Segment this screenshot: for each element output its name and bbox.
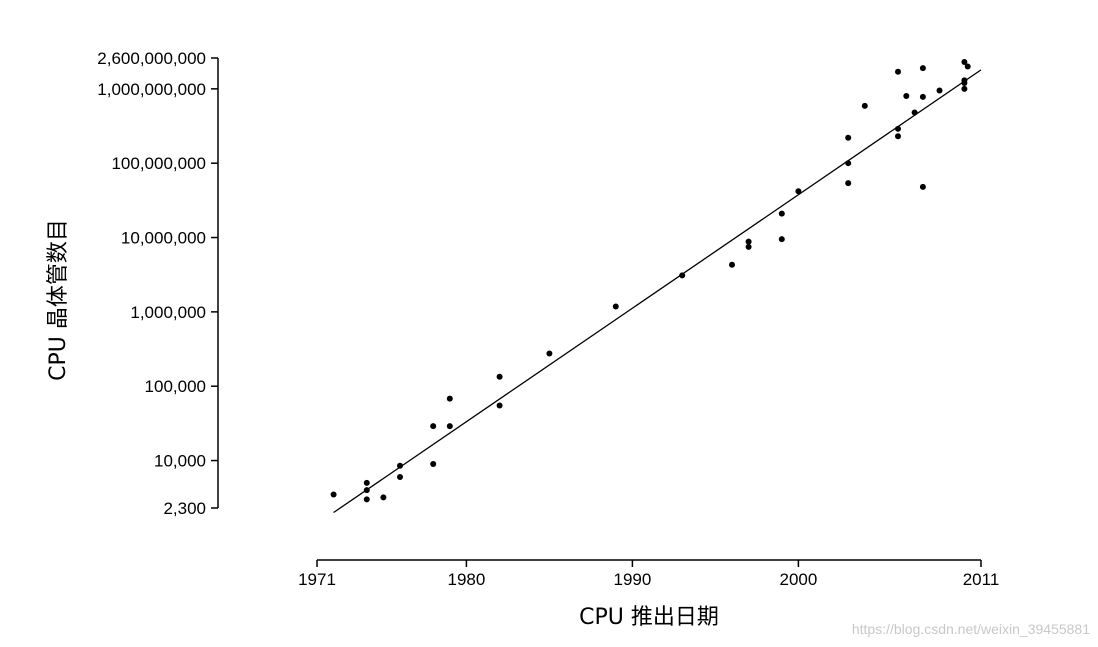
data-point xyxy=(397,462,403,469)
x-tick-label: 1971 xyxy=(298,570,336,589)
y-tick-label: 10,000,000 xyxy=(121,229,206,248)
data-point xyxy=(861,102,868,109)
data-point xyxy=(330,491,337,498)
data-point xyxy=(903,93,910,100)
data-point xyxy=(961,58,968,65)
data-point xyxy=(745,238,752,245)
data-point xyxy=(363,487,370,494)
data-point xyxy=(919,93,926,100)
y-tick-label: 1,000,000,000 xyxy=(97,80,206,99)
y-tick-label: 2,600,000,000 xyxy=(97,49,206,68)
data-point xyxy=(679,272,686,279)
data-point xyxy=(895,68,901,75)
data-point xyxy=(795,188,802,195)
y-axis-title: CPU 晶体管数目 xyxy=(46,219,71,381)
data-point xyxy=(496,402,503,409)
x-tick-label: 2011 xyxy=(963,570,1000,589)
data-point xyxy=(778,210,785,217)
data-point xyxy=(919,183,926,190)
data-point xyxy=(845,180,852,187)
data-point xyxy=(397,474,403,481)
y-tick-label: 1,000,000 xyxy=(130,303,206,322)
data-point xyxy=(496,373,503,380)
y-axis: 2,300 10,000 100,000 1,000,000 10,000,000 100… xyxy=(97,49,219,518)
data-point xyxy=(446,395,453,402)
y-tick-label: 100,000 xyxy=(145,377,206,396)
data-point xyxy=(936,87,943,94)
data-point xyxy=(612,303,619,310)
data-point xyxy=(446,423,453,430)
data-point xyxy=(380,494,387,501)
data-point xyxy=(778,236,785,243)
data-point xyxy=(363,496,370,503)
data-point xyxy=(363,479,370,486)
data-point xyxy=(430,460,437,467)
data-point xyxy=(911,109,918,116)
x-tick-label: 2000 xyxy=(779,570,817,589)
trend-line xyxy=(333,69,982,514)
data-point xyxy=(729,261,735,268)
data-point xyxy=(919,65,926,72)
x-tick-label: 1980 xyxy=(447,570,485,589)
x-axis: 1971 1980 1990 2000 2011 xyxy=(298,559,1000,589)
data-point xyxy=(895,133,901,140)
x-tick-label: 1990 xyxy=(613,570,651,589)
data-point xyxy=(964,63,971,70)
data-point xyxy=(961,79,968,86)
data-point xyxy=(961,85,968,92)
y-tick-label: 100,000,000 xyxy=(111,154,206,173)
y-tick-label: 2,300 xyxy=(163,499,206,518)
watermark: https://blog.csdn.net/weixin_39455881 xyxy=(852,621,1090,637)
data-point xyxy=(845,160,852,167)
y-tick-label: 10,000 xyxy=(154,452,206,471)
data-point xyxy=(845,134,852,141)
data-point xyxy=(546,350,553,357)
x-axis-title: CPU 推出日期 xyxy=(579,605,719,630)
data-point xyxy=(430,423,437,430)
data-point xyxy=(895,125,901,132)
data-point xyxy=(745,243,752,250)
